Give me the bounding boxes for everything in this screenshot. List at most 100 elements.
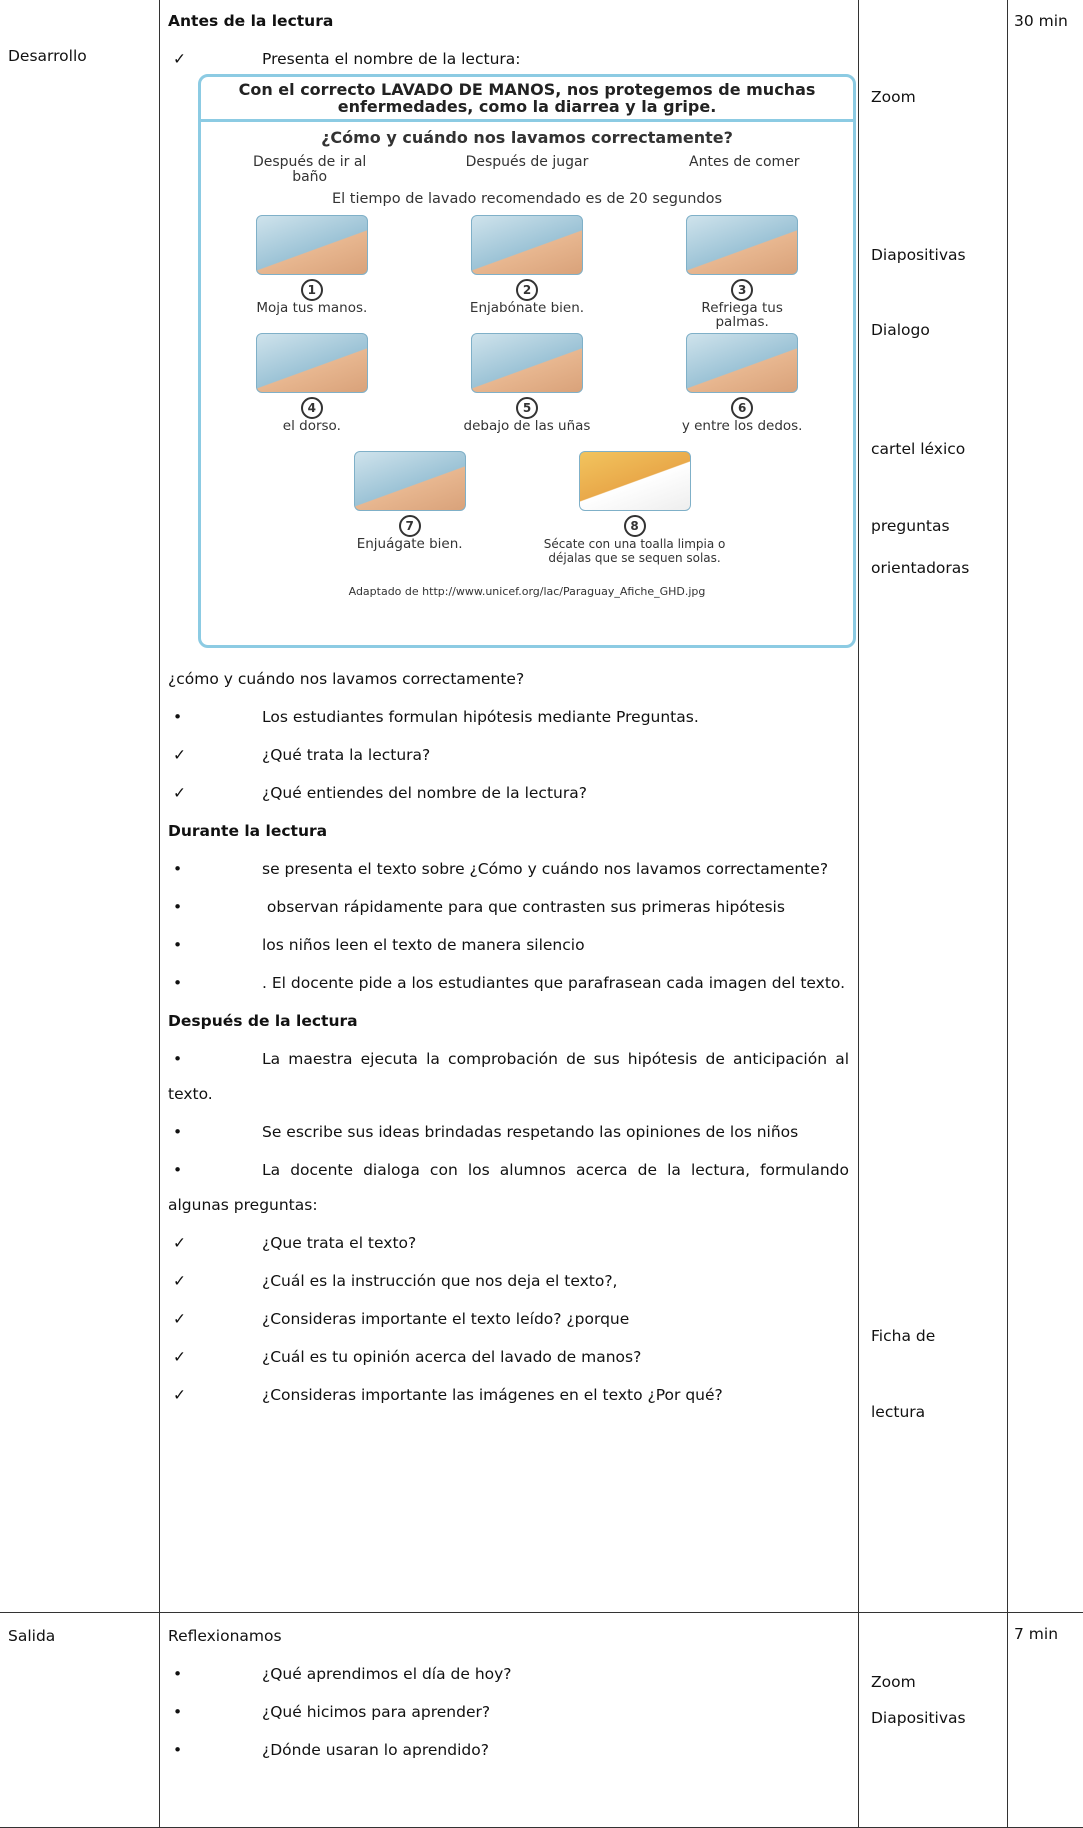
paragraph: ✓ ¿Que trata el texto?: [168, 1226, 849, 1261]
poster-title: Con el correcto LAVADO DE MANOS, nos pro…: [201, 77, 853, 122]
paragraph-text: Reflexionamos: [168, 1627, 282, 1645]
list-marker: ✓: [173, 1310, 186, 1328]
stage-label: Salida: [8, 1627, 56, 1645]
step-caption: debajo de las uñas: [463, 418, 591, 434]
step-number: 8: [623, 515, 646, 537]
list-marker: ✓: [173, 1234, 186, 1252]
list-marker: ✓: [173, 1272, 186, 1290]
step: 5 debajo de las uñas: [419, 333, 634, 451]
paragraph-text: ¿Qué entiendes del nombre de la lectura?: [262, 784, 587, 802]
paragraph-text: ¿cómo y cuándo nos lavamos correctamente…: [168, 670, 525, 688]
paragraph: ✓ ¿Consideras importante las imágenes en …: [168, 1378, 849, 1413]
paragraph-text: ¿Qué aprendimos el día de hoy?: [262, 1665, 512, 1683]
list-marker: ✓: [173, 746, 186, 764]
step-image: [471, 215, 583, 275]
paragraph-text: La maestra ejecuta la comprobación de su…: [168, 1050, 849, 1103]
paragraph: • La docente dialoga con los alumnos acer…: [168, 1153, 849, 1223]
paragraph: • . El docente pide a los estudiantes que…: [168, 966, 849, 1001]
paragraph-text: observan rápidamente para que contrasten…: [262, 898, 785, 916]
paragraph: ✓ ¿Qué entiendes del nombre de la lectura…: [168, 776, 849, 811]
content-cell: Reflexionamos • ¿Qué aprendimos el día de …: [159, 1613, 859, 1827]
paragraph-text: ¿Qué hicimos para aprender?: [262, 1703, 491, 1721]
table-row: Desarrollo Antes de la lectura ✓ Presenta e…: [0, 0, 1083, 1613]
resource: Ficha de: [871, 1327, 936, 1345]
step: 4 el dorso.: [204, 333, 419, 451]
paragraph: ✓ Presenta el nombre de la lectura:: [168, 42, 849, 77]
poster-subtitle: ¿Cómo y cuándo nos lavamos correctamente…: [321, 128, 733, 147]
step-caption: y entre los dedos.: [681, 418, 803, 434]
steps: 1 Moja tus manos. 2 Enjabónate bien. 3 Refrie…: [201, 215, 853, 569]
step-number: 7: [398, 515, 421, 537]
step-image: [353, 451, 466, 511]
resource: lectura: [871, 1403, 926, 1421]
paragraph: ✓ ¿Consideras importante el texto leído? …: [168, 1302, 849, 1337]
step-number: 3: [731, 279, 754, 301]
paragraph: ¿cómo y cuándo nos lavamos correctamente…: [168, 662, 849, 697]
stage-cell: Desarrollo: [0, 0, 160, 1612]
paragraph: • observan rápidamente para que contrast…: [168, 890, 849, 925]
list-marker: •: [173, 1050, 183, 1068]
paragraph: Reflexionamos: [168, 1619, 849, 1654]
list-marker: ✓: [173, 1386, 186, 1404]
time: 7 min: [1014, 1625, 1059, 1643]
time-cell: 7 min: [1007, 1613, 1083, 1827]
list-marker: •: [173, 898, 183, 916]
step-number: 4: [300, 397, 323, 419]
paragraph: ✓ ¿Cuál es tu opinión acerca del lavado d…: [168, 1340, 849, 1375]
resources-cell: Zoom Diapositivas: [858, 1613, 1008, 1827]
step: 8 Sécate con una toalla limpia o déjalas …: [517, 451, 752, 569]
list-marker: ✓: [173, 784, 186, 802]
poster-time: El tiempo de lavado recomendado es de 20…: [331, 191, 723, 207]
paragraph: • ¿Qué hicimos para aprender?: [168, 1695, 849, 1730]
moment: Después de ir al baño: [252, 154, 367, 185]
step-caption: Moja tus manos.: [256, 300, 368, 316]
paragraph-text: los niños leen el texto de manera silenc…: [262, 936, 585, 954]
paragraph-text: ¿Qué trata la lectura?: [262, 746, 431, 764]
step-caption: Enjabónate bien.: [469, 300, 585, 316]
resource: Zoom: [871, 1673, 916, 1691]
paragraph-text: ¿Consideras importante las imágenes en e…: [262, 1386, 723, 1404]
step-image: [255, 333, 368, 393]
list-marker: •: [173, 860, 183, 878]
resource: Diapositivas: [871, 246, 966, 264]
paragraph: • los niños leen el texto de manera silen…: [168, 928, 849, 963]
list-marker: •: [173, 708, 183, 726]
paragraph: • Los estudiantes formulan hipótesis medi…: [168, 700, 849, 735]
stage-cell: Salida: [0, 1613, 160, 1827]
moment: Antes de comer: [689, 154, 800, 170]
paragraph: • ¿Qué aprendimos el día de hoy?: [168, 1657, 849, 1692]
paragraph-text: ¿Dónde usaran lo aprendido?: [262, 1741, 489, 1759]
list-marker: •: [173, 936, 183, 954]
list-marker: •: [173, 1123, 183, 1141]
paragraph: • se presenta el texto sobre ¿Cómo y cuán…: [168, 852, 849, 887]
step: 3 Refriega tus palmas.: [635, 215, 850, 333]
step-number: 2: [516, 279, 538, 301]
step-number: 1: [300, 279, 323, 301]
list-marker: •: [173, 974, 183, 992]
poster-source: Adaptado de http://www.unicef.org/lac/Pa…: [348, 585, 706, 598]
section-heading: Antes de la lectura: [168, 12, 334, 30]
step-image: [471, 333, 583, 393]
list-marker: ✓: [173, 1348, 186, 1366]
paragraph: • ¿Dónde usaran lo aprendido?: [168, 1733, 849, 1768]
resource: Zoom: [871, 88, 916, 106]
paragraph: ✓ ¿Cuál es la instrucción que nos deja el…: [168, 1264, 849, 1299]
resources-cell: Zoom Diapositivas Dialogo cartel léxico preg…: [858, 0, 1008, 1612]
step-number: 5: [516, 397, 538, 419]
section-heading: Después de la lectura: [168, 1012, 358, 1030]
table-row: Salida Reflexionamos • ¿Qué aprendimos el d…: [0, 1613, 1083, 1828]
paragraph: ✓ ¿Qué trata la lectura?: [168, 738, 849, 773]
paragraph-text: ¿Consideras importante el texto leído? ¿…: [262, 1310, 630, 1328]
step-image: [686, 333, 799, 393]
section-heading: Durante la lectura: [168, 822, 328, 840]
resource: preguntas: [871, 517, 950, 535]
paragraph-text: Presenta el nombre de la lectura:: [262, 50, 521, 68]
time: 30 min: [1014, 12, 1068, 30]
step-caption: Sécate con una toalla limpia o déjalas q…: [543, 537, 726, 565]
list-marker: •: [173, 1665, 183, 1683]
resource: Diapositivas: [871, 1709, 966, 1727]
step: 7 Enjuágate bien.: [302, 451, 517, 569]
step-number: 6: [731, 397, 754, 419]
resource: Dialogo: [871, 321, 930, 339]
